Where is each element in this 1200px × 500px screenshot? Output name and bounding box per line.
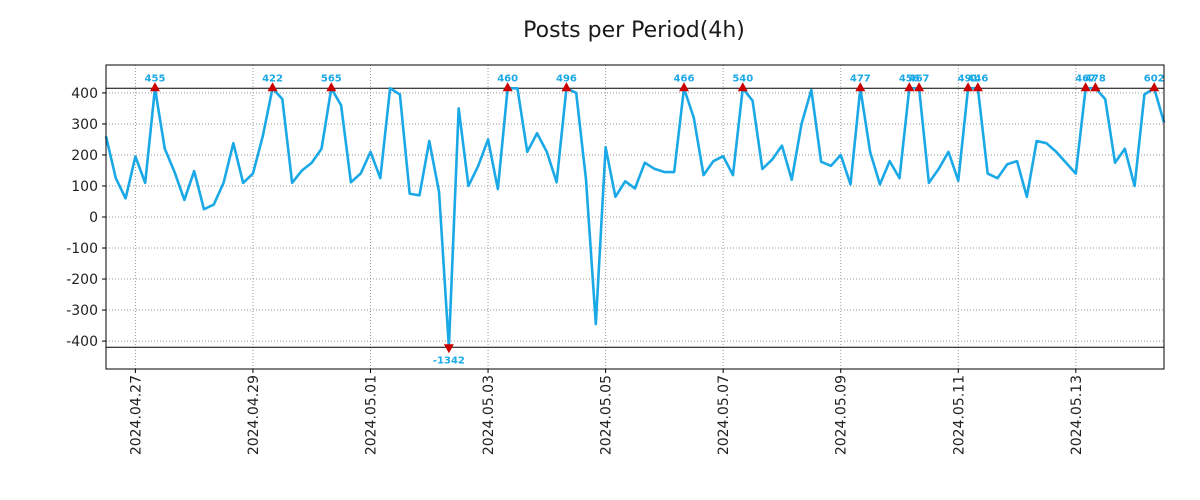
x-tick-label: 2024.05.09 bbox=[834, 375, 850, 455]
peak-label: 466 bbox=[674, 73, 695, 84]
peak-marker bbox=[326, 82, 337, 92]
peak-marker bbox=[1149, 82, 1160, 92]
x-tick-label: 2024.05.07 bbox=[716, 375, 732, 455]
peak-marker bbox=[267, 82, 278, 92]
y-tick-label: 300 bbox=[71, 117, 98, 133]
y-tick-label: 100 bbox=[71, 179, 98, 195]
peak-marker bbox=[502, 82, 513, 92]
peak-label: 565 bbox=[321, 73, 342, 84]
peak-marker bbox=[149, 82, 160, 92]
peak-label: 460 bbox=[497, 73, 518, 84]
peak-marker bbox=[904, 82, 915, 92]
y-tick-label: 0 bbox=[89, 210, 98, 226]
trough-label: -1342 bbox=[433, 355, 465, 366]
y-tick-label: -200 bbox=[66, 272, 98, 288]
peak-label: 602 bbox=[1144, 73, 1165, 84]
peak-label: 496 bbox=[556, 73, 577, 84]
peak-markers bbox=[149, 82, 1160, 354]
y-tick-label: -400 bbox=[66, 334, 98, 350]
y-tick-label: -100 bbox=[66, 241, 98, 257]
x-tick-label: 2024.05.11 bbox=[951, 375, 967, 455]
x-tick-label: 2024.05.13 bbox=[1069, 375, 1085, 455]
x-tick-label: 2024.05.01 bbox=[364, 375, 380, 455]
peak-label: 422 bbox=[262, 73, 283, 84]
peak-marker bbox=[678, 82, 689, 92]
peak-label: 478 bbox=[1085, 73, 1106, 84]
y-tick-label: -300 bbox=[66, 303, 98, 319]
y-tick-label: 400 bbox=[71, 86, 98, 102]
peak-marker bbox=[963, 82, 974, 92]
peak-label: 540 bbox=[732, 73, 753, 84]
peak-label: 456 bbox=[899, 73, 920, 84]
x-tick-label: 2024.04.29 bbox=[246, 375, 262, 455]
peak-marker bbox=[1080, 82, 1091, 92]
series-posts bbox=[104, 86, 1166, 349]
peak-marker bbox=[561, 82, 572, 92]
grid bbox=[106, 65, 1164, 369]
trough-marker bbox=[443, 344, 454, 354]
series-line bbox=[104, 86, 1166, 349]
peak-label: 446 bbox=[967, 73, 988, 84]
y-tick-label: 200 bbox=[71, 148, 98, 164]
x-axis: 2024.04.27 2024.04.29 2024.05.01 2024.05.03… bbox=[128, 369, 1085, 455]
x-tick-label: 2024.04.27 bbox=[128, 375, 144, 455]
peak-label: 491 bbox=[958, 73, 979, 84]
peak-marker bbox=[972, 82, 983, 92]
chart-title: Posts per Period(4h) bbox=[523, 18, 745, 43]
peak-label: 467 bbox=[909, 73, 930, 84]
reference-lines bbox=[106, 87, 1164, 348]
peak-marker bbox=[1090, 82, 1101, 92]
peak-label: 467 bbox=[1075, 73, 1096, 84]
peak-marker bbox=[914, 82, 925, 92]
x-tick-label: 2024.05.05 bbox=[599, 375, 615, 455]
y-axis: -400 -300 -200 -100 0 100 200 300 400 bbox=[66, 86, 106, 350]
peak-label: 477 bbox=[850, 73, 871, 84]
peak-label: 455 bbox=[145, 73, 166, 84]
x-tick-label: 2024.05.03 bbox=[481, 375, 497, 455]
peak-marker bbox=[855, 82, 866, 92]
peak-marker bbox=[737, 82, 748, 92]
